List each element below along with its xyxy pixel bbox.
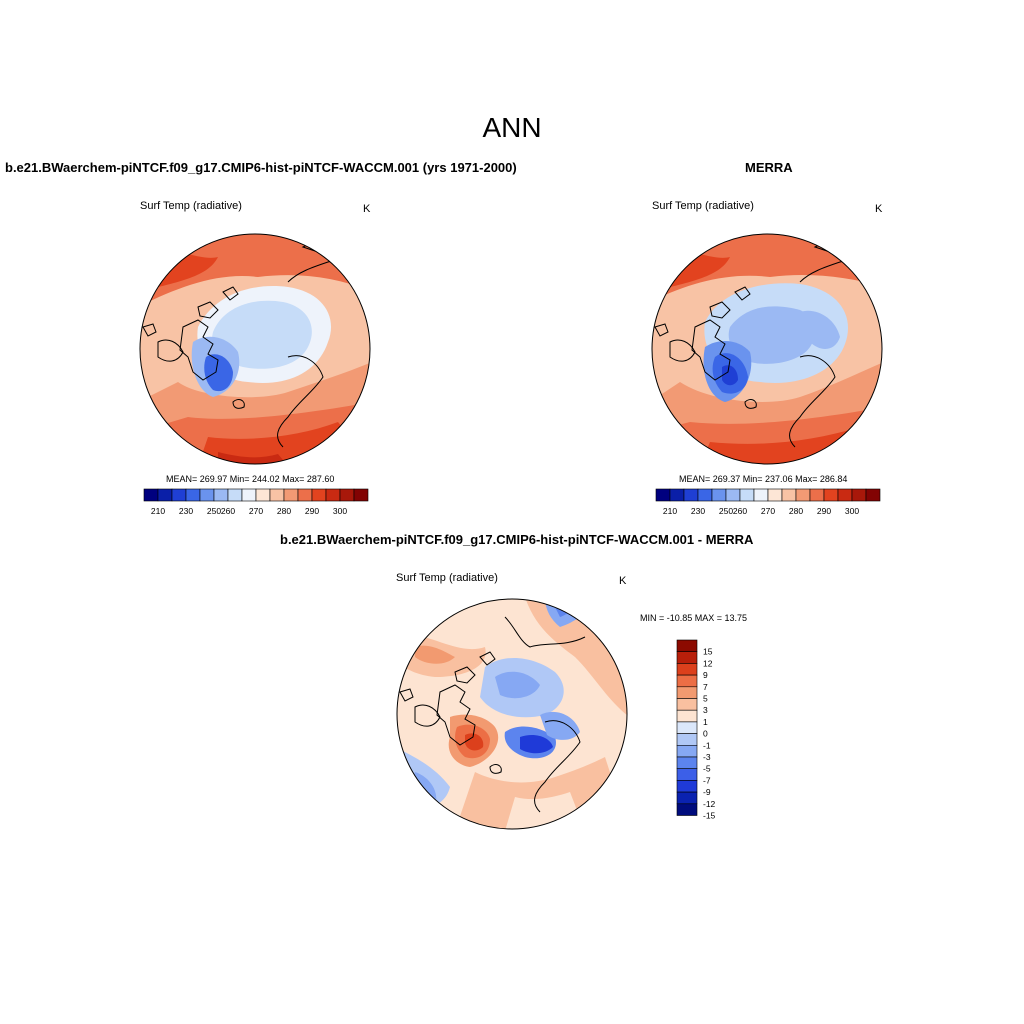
- diff-colorbar-tick-label: -5: [703, 764, 711, 774]
- model-colorbar: 210 230 250 260 270 280 290 300: [143, 488, 369, 516]
- obs-colorbar-tick-label: 260: [733, 506, 747, 516]
- obs-variable-label: Surf Temp (radiative): [652, 200, 754, 212]
- obs-colorbar: 210 230 250 260 270 280 290 300: [655, 488, 881, 516]
- diff-colorbar-box: [676, 791, 698, 805]
- obs-colorbar-box: [781, 488, 797, 502]
- obs-colorbar-box: [823, 488, 839, 502]
- model-colorbar-tick-label: 290: [305, 506, 319, 516]
- obs-colorbar-tick-label: 230: [691, 506, 705, 516]
- model-variable-label: Surf Temp (radiative): [140, 200, 242, 212]
- model-colorbar-box: [325, 488, 341, 502]
- main-title: ANN: [482, 112, 542, 143]
- obs-colorbar-box: [865, 488, 881, 502]
- diff-colorbar-tick-label: 1: [703, 717, 708, 727]
- obs-colorbar-box: [655, 488, 671, 502]
- model-colorbar-tick-label: 270: [249, 506, 263, 516]
- diff-colorbar-box: [676, 663, 698, 676]
- model-panel-title: b.e21.BWaerchem-piNTCF.f09_g17.CMIP6-his…: [5, 160, 517, 175]
- model-polar-map: [139, 233, 371, 465]
- diff-colorbar-tick-label: 3: [703, 705, 708, 715]
- diff-colorbar-tick-label: 0: [703, 729, 708, 739]
- obs-colorbar-box: [725, 488, 741, 502]
- obs-colorbar-box: [697, 488, 713, 502]
- diff-colorbar-tick-label: -3: [703, 752, 711, 762]
- obs-colorbar-box: [683, 488, 699, 502]
- model-colorbar-box: [353, 488, 369, 502]
- model-colorbar-tick-label: 230: [179, 506, 193, 516]
- model-colorbar-box: [283, 488, 299, 502]
- model-colorbar-tick-label: 250: [207, 506, 221, 516]
- model-colorbar-box: [311, 488, 327, 502]
- model-colorbar-box: [213, 488, 229, 502]
- model-colorbar-box: [339, 488, 355, 502]
- diff-colorbar-tick-label: -9: [703, 787, 711, 797]
- diff-colorbar-tick-label: -7: [703, 775, 711, 785]
- diff-colorbar-box: [676, 674, 698, 688]
- model-colorbar-box: [269, 488, 285, 502]
- diff-colorbar-tick-label: 12: [703, 658, 713, 668]
- model-colorbar-box: [157, 488, 173, 502]
- model-colorbar-tick-label: 300: [333, 506, 347, 516]
- diff-colorbar-box: [676, 721, 698, 734]
- obs-colorbar-tick-label: 210: [663, 506, 677, 516]
- obs-colorbar-tick-label: 300: [845, 506, 859, 516]
- model-colorbar-tick-label: 280: [277, 506, 291, 516]
- diff-colorbar-tick-label: 7: [703, 682, 708, 692]
- model-colorbar-tick-label: 260: [221, 506, 235, 516]
- diff-colorbar-box: [676, 745, 698, 758]
- obs-colorbar-tick-label: 270: [761, 506, 775, 516]
- model-colorbar-box: [171, 488, 187, 502]
- obs-colorbar-box: [837, 488, 853, 502]
- obs-colorbar-box: [851, 488, 867, 502]
- obs-colorbar-box: [809, 488, 825, 502]
- diff-polar-map: [396, 598, 628, 830]
- diff-colorbar-box: [676, 780, 698, 793]
- diff-variable-label: Surf Temp (radiative): [396, 572, 498, 584]
- diff-colorbar-tick-label: 15: [703, 647, 713, 657]
- model-colorbar-box: [185, 488, 201, 502]
- model-colorbar-box: [227, 488, 243, 502]
- obs-colorbar-tick-label: 290: [817, 506, 831, 516]
- model-colorbar-box: [241, 488, 257, 502]
- obs-colorbar-tick-label: 250: [719, 506, 733, 516]
- diff-colorbar-box: [676, 733, 698, 746]
- model-colorbar-box: [297, 488, 313, 502]
- model-colorbar-box: [199, 488, 215, 502]
- diff-panel-title: b.e21.BWaerchem-piNTCF.f09_g17.CMIP6-his…: [280, 532, 754, 547]
- diff-colorbar-box: [676, 698, 698, 711]
- diff-colorbar-box: [676, 803, 698, 816]
- model-colorbar-tick-label: 210: [151, 506, 165, 516]
- obs-colorbar-box: [795, 488, 811, 502]
- diff-colorbar-box: [676, 686, 698, 699]
- model-stats-label: MEAN= 269.97 Min= 244.02 Max= 287.60: [166, 474, 335, 484]
- diff-colorbar-box: [676, 651, 698, 664]
- obs-colorbar-tick-label: 280: [789, 506, 803, 516]
- obs-colorbar-box: [753, 488, 769, 502]
- diff-colorbar-tick-label: -1: [703, 740, 711, 750]
- model-units-label: K: [363, 203, 371, 215]
- diff-colorbar-tick-label: -12: [703, 799, 716, 809]
- obs-units-label: K: [875, 203, 883, 215]
- obs-colorbar-box: [711, 488, 727, 502]
- obs-colorbar-box: [669, 488, 685, 502]
- diff-colorbar-tick-label: -15: [703, 811, 716, 821]
- obs-polar-map: [651, 233, 883, 465]
- model-colorbar-box: [255, 488, 271, 502]
- obs-colorbar-box: [739, 488, 755, 502]
- diff-units-label: K: [619, 575, 627, 587]
- diff-stats-label: MIN = -10.85 MAX = 13.75: [640, 613, 748, 623]
- diff-colorbar-box: [676, 756, 698, 769]
- obs-panel-title: MERRA: [745, 160, 793, 175]
- diff-colorbar-tick-label: 9: [703, 670, 708, 680]
- obs-stats-label: MEAN= 269.37 Min= 237.06 Max= 286.84: [679, 474, 848, 484]
- diff-colorbar-box: [676, 768, 698, 781]
- diff-colorbar-box: [676, 709, 698, 723]
- model-colorbar-box: [143, 488, 159, 502]
- diff-colorbar-tick-label: 5: [703, 694, 708, 704]
- obs-colorbar-box: [767, 488, 783, 502]
- diff-colorbar-box: [676, 639, 698, 652]
